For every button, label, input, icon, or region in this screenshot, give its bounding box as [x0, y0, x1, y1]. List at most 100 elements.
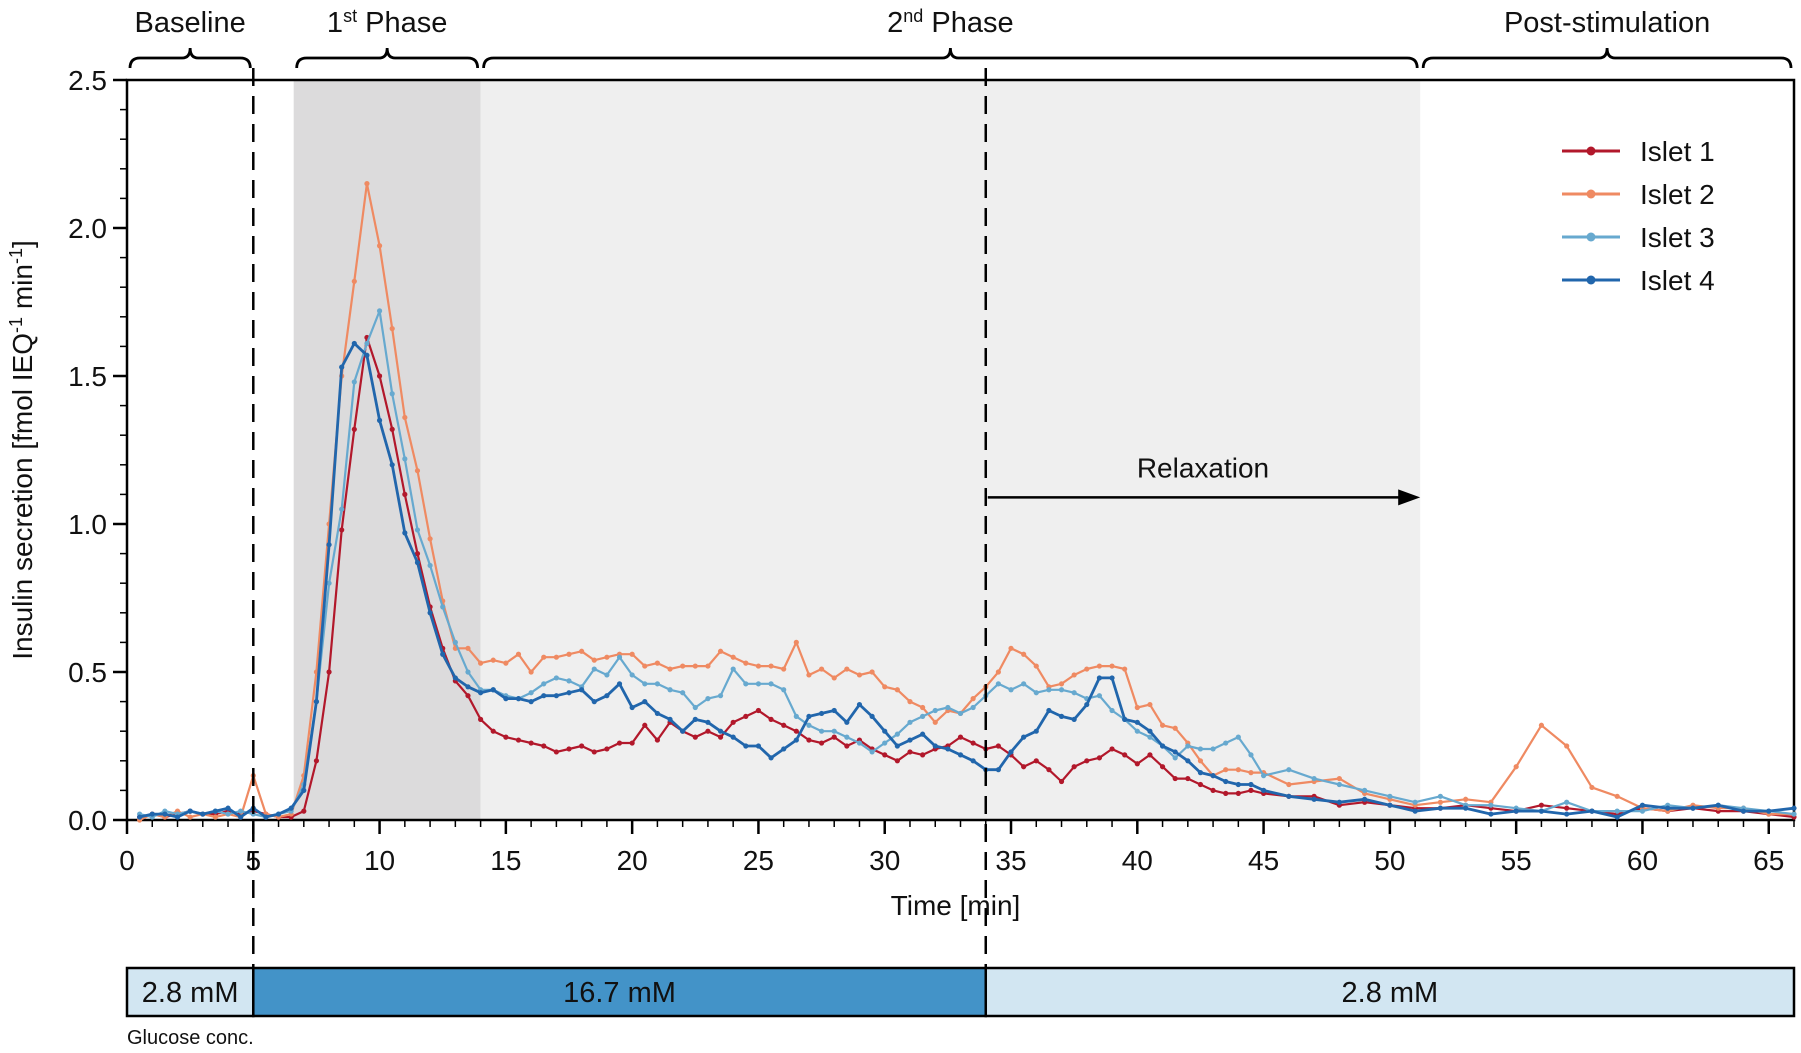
- data-point-islet-3: [1311, 775, 1317, 782]
- phase-brackets: Baseline 1st Phase 2nd Phase Post-stimulati…: [128, 6, 1793, 69]
- phase-bracket: [295, 47, 480, 69]
- data-point-islet-3: [238, 808, 244, 814]
- data-point-islet-2: [566, 651, 572, 657]
- data-point-islet-3: [1286, 767, 1292, 773]
- data-point-islet-4: [402, 530, 408, 536]
- data-point-islet-4: [616, 681, 623, 687]
- data-point-islet-2: [654, 660, 661, 666]
- data-point-islet-2: [212, 814, 219, 820]
- data-point-islet-4: [566, 690, 572, 696]
- data-point-islet-4: [414, 559, 421, 566]
- data-point-islet-1: [1235, 790, 1241, 796]
- data-point-islet-3: [1046, 687, 1052, 693]
- data-point-islet-1: [591, 749, 597, 755]
- shaded-regions: [293, 80, 1421, 820]
- legend-label-islet-1: Islet 1: [1640, 136, 1715, 167]
- data-point-islet-2: [1172, 725, 1178, 731]
- data-point-islet-3: [389, 391, 395, 397]
- data-point-islet-4: [1286, 793, 1292, 799]
- data-point-islet-2: [402, 414, 408, 421]
- data-point-islet-3: [1071, 690, 1077, 696]
- data-point-islet-3: [402, 456, 408, 462]
- data-point-islet-2: [932, 719, 938, 725]
- data-point-islet-4: [1058, 713, 1065, 720]
- data-point-islet-4: [200, 811, 206, 817]
- data-point-islet-3: [566, 678, 572, 684]
- data-point-islet-4: [1122, 716, 1128, 722]
- data-point-islet-1: [1046, 767, 1052, 773]
- x-tick-label: 40: [1122, 845, 1153, 876]
- x-tick-label: 60: [1627, 845, 1658, 876]
- data-point-islet-3: [1488, 802, 1494, 808]
- data-point-islet-4: [1336, 799, 1342, 805]
- relaxation-arrowhead: [1398, 489, 1421, 506]
- data-point-islet-1: [566, 746, 572, 752]
- data-point-islet-1: [490, 728, 496, 734]
- y-axis-label-part: min: [7, 264, 38, 317]
- data-point-islet-4: [1715, 802, 1721, 808]
- glucose-segment-label: 2.8 mM: [142, 977, 239, 1009]
- phase-label: Post-stimulation: [1504, 7, 1710, 39]
- data-point-islet-4: [856, 701, 863, 708]
- data-point-islet-3: [806, 722, 812, 728]
- data-point-islet-4: [1690, 805, 1696, 811]
- data-point-islet-3: [1387, 793, 1393, 799]
- data-point-islet-4: [212, 808, 219, 814]
- data-point-islet-2: [351, 278, 357, 284]
- data-point-islet-1: [629, 740, 635, 746]
- data-point-islet-2: [579, 648, 585, 654]
- data-point-islet-2: [818, 666, 825, 672]
- glucose-segment-label: 16.7 mM: [563, 977, 676, 1009]
- x-tick-label: 15: [490, 845, 521, 876]
- data-point-islet-1: [528, 740, 534, 746]
- data-point-islet-1: [882, 752, 888, 758]
- data-point-islet-4: [1463, 805, 1469, 811]
- data-point-islet-4: [137, 814, 143, 820]
- data-point-islet-3: [755, 681, 762, 687]
- data-point-islet-4: [1766, 808, 1772, 814]
- data-point-islet-4: [326, 542, 332, 548]
- data-point-islet-3: [1639, 808, 1646, 814]
- data-point-islet-4: [755, 743, 762, 749]
- data-point-islet-1: [793, 728, 799, 734]
- data-point-islet-4: [1210, 773, 1216, 779]
- data-point-islet-4: [1046, 707, 1052, 714]
- data-point-islet-4: [1071, 716, 1077, 722]
- data-point-islet-4: [1311, 796, 1317, 802]
- data-point-islet-1: [1033, 758, 1039, 764]
- data-point-islet-1: [717, 734, 724, 740]
- data-point-islet-2: [490, 657, 496, 663]
- data-point-islet-4: [376, 417, 383, 423]
- data-point-islet-1: [1096, 755, 1103, 761]
- y-tick-label: 2.0: [68, 213, 107, 244]
- data-point-islet-4: [339, 364, 345, 370]
- data-point-islet-2: [478, 660, 484, 666]
- data-point-islet-2: [427, 536, 433, 542]
- data-point-islet-4: [364, 352, 370, 358]
- phase-bracket: [482, 47, 1419, 69]
- data-point-islet-3: [440, 604, 446, 610]
- data-point-islet-3: [920, 713, 926, 720]
- data-point-islet-3: [667, 687, 673, 693]
- data-point-islet-4: [970, 758, 976, 764]
- data-point-islet-4: [957, 752, 964, 758]
- data-point-islet-2: [1336, 775, 1342, 782]
- data-point-islet-1: [1185, 775, 1191, 782]
- phase-label-number: 2: [887, 7, 903, 39]
- phase-label: 1st Phase: [327, 6, 447, 39]
- data-point-islet-2: [781, 666, 787, 672]
- data-point-islet-3: [1248, 752, 1254, 758]
- data-point-islet-3: [1564, 799, 1570, 805]
- data-point-islet-3: [743, 681, 749, 687]
- data-point-islet-3: [945, 704, 951, 711]
- data-point-islet-1: [1564, 805, 1570, 811]
- phase-label-superscript: nd: [903, 6, 923, 26]
- data-point-islet-2: [1008, 645, 1014, 651]
- data-point-islet-4: [730, 734, 736, 740]
- phase-label: Baseline: [135, 7, 246, 39]
- data-point-islet-4: [313, 699, 320, 705]
- data-point-islet-4: [440, 651, 446, 657]
- data-point-islet-1: [1058, 778, 1065, 785]
- data-point-islet-4: [1134, 719, 1140, 725]
